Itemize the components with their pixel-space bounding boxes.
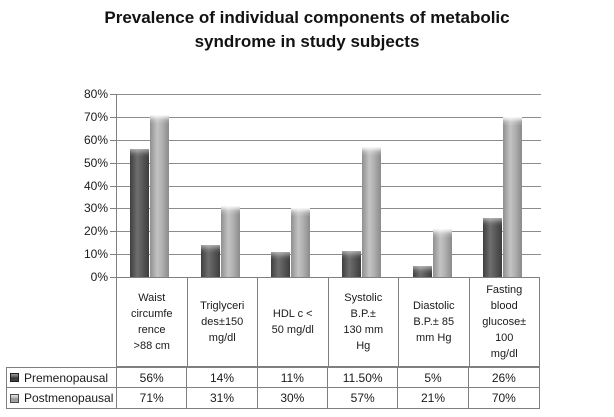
y-axis-tick (110, 231, 117, 232)
bar-postmenopausal (291, 208, 310, 277)
y-tick-label: 50% (83, 156, 108, 170)
table-value-cell: 5% (398, 368, 469, 388)
category-label: HDL c < 50 mg/dl (258, 278, 329, 366)
gridline (117, 208, 541, 209)
y-tick-label: 40% (83, 179, 108, 193)
table-value-cell: 21% (398, 388, 469, 408)
bar-postmenopausal (433, 229, 452, 277)
bar-premenopausal (413, 266, 432, 277)
gridline (117, 140, 541, 141)
y-tick-label: 20% (83, 224, 108, 238)
bar-premenopausal (271, 252, 290, 277)
legend-swatch-postmenopausal (10, 393, 19, 403)
table-value-cell: 56% (117, 368, 188, 388)
legend-key-premenopausal: Premenopausal (7, 368, 117, 388)
table-value-cell: 11% (257, 368, 328, 388)
category-label: Systolic B.P.± 130 mm Hg (329, 278, 399, 366)
legend-key-postmenopausal: Postmenopausal (7, 388, 117, 408)
y-axis-tick (110, 163, 117, 164)
category-label: Waist circumfe rence >88 cm (117, 278, 188, 366)
y-tick-label: 70% (83, 110, 108, 124)
table-value-cell: 30% (258, 388, 328, 408)
legend-label: Postmenopausal (24, 391, 114, 405)
bar-postmenopausal (503, 117, 522, 277)
y-axis-tick (110, 140, 117, 141)
table-value-cell: 57% (328, 388, 399, 408)
category-label: Triglyceri des±150 mg/dl (188, 278, 258, 366)
y-axis-tick (110, 117, 117, 118)
gridline (117, 254, 541, 255)
legend-swatch-premenopausal (10, 373, 19, 382)
bar-premenopausal (483, 218, 502, 277)
y-axis-tick (110, 208, 117, 209)
table-value-cell: 70% (491, 391, 516, 405)
gridline (117, 186, 541, 187)
y-tick-label: 0% (90, 270, 108, 284)
bar-postmenopausal (221, 206, 240, 277)
y-tick-label: 80% (83, 87, 108, 101)
gridline (117, 94, 541, 95)
y-axis-tick (110, 94, 117, 95)
table-value-cell: 26% (468, 368, 539, 388)
chart-title: Prevalence of individual components of m… (104, 8, 510, 51)
y-tick-label: 10% (83, 247, 108, 261)
bar-premenopausal (342, 251, 361, 277)
y-tick-label: 60% (83, 133, 108, 147)
table-value-cell: 14% (187, 368, 258, 388)
gridline (117, 231, 541, 232)
table-value-cell: 11.50% (328, 368, 399, 388)
plot-area (110, 94, 541, 278)
gridline (117, 117, 541, 118)
y-axis-tick (110, 277, 117, 278)
y-tick-label: 30% (83, 201, 108, 215)
y-axis-tick (110, 254, 117, 255)
bar-premenopausal (130, 149, 149, 277)
y-axis-labels: 0% 10% 20% 30% 40% 50% 60% 70% 80% (0, 87, 108, 284)
data-table: Premenopausal 56% 14% 11% 11.50% 5% 26% Postmen… (6, 367, 540, 409)
category-label: Fasting blood glucose± 100 mg/dl (482, 284, 527, 360)
bar-premenopausal (201, 245, 220, 277)
gridline (117, 163, 541, 164)
table-value-cell: 71% (117, 388, 188, 408)
category-axis: Waist circumfe rence >88 cm Triglyceri de… (116, 277, 540, 367)
category-label: Diastolic B.P.± 85 mm Hg (399, 278, 470, 366)
legend-label: Premenopausal (24, 370, 109, 385)
bar-postmenopausal (150, 115, 169, 277)
bar-postmenopausal (362, 147, 381, 277)
y-axis-tick (110, 186, 117, 187)
table-value-cell: 31% (187, 388, 258, 408)
